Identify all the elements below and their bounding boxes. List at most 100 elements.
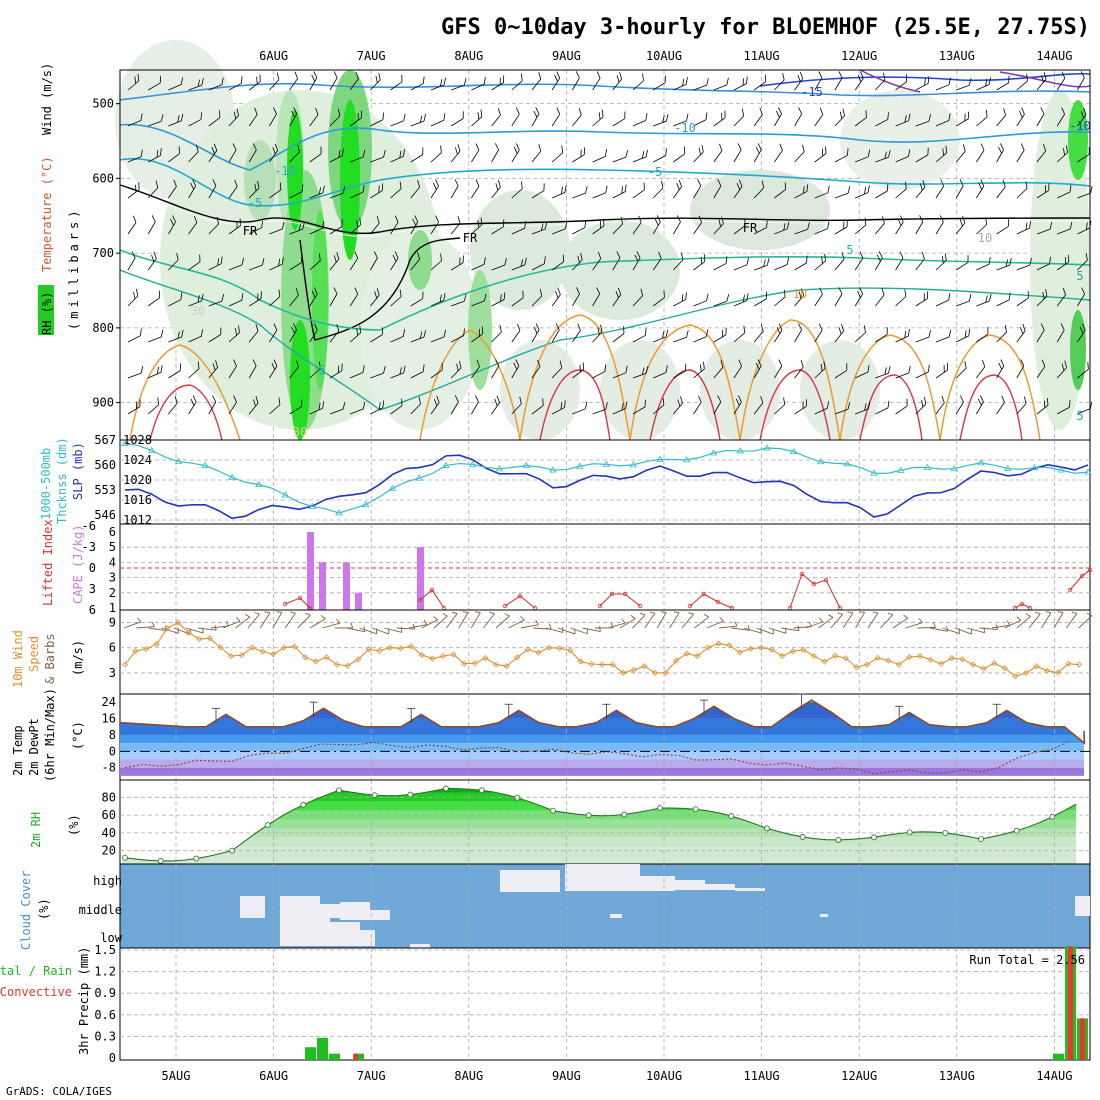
barb-flag (257, 293, 259, 301)
barb-flag (919, 215, 924, 223)
wind-barb (127, 251, 136, 271)
barb-flag (663, 290, 665, 298)
precip-convective-bar (1068, 946, 1073, 1060)
barb-shaft (572, 227, 586, 235)
wind10m-barb (719, 621, 738, 629)
wind10m-speed-point (842, 655, 849, 662)
barb-flag (278, 289, 281, 297)
slp-tick-label: 1016 (123, 493, 152, 507)
wind-barb (834, 324, 845, 343)
barb-flag (838, 287, 843, 295)
barb-shaft (956, 84, 970, 91)
barb-shaft (673, 336, 687, 343)
wind-barb (1056, 107, 1065, 127)
upper-ylabel-wind: Wind (m/s) (40, 63, 54, 135)
wind-barb (410, 330, 427, 343)
barb-shaft (450, 401, 459, 415)
barb-flag (878, 251, 883, 259)
barb-flag (451, 611, 458, 615)
barb-flag (131, 251, 136, 259)
barb-shaft (1036, 263, 1050, 271)
barb-flag (160, 365, 163, 373)
wind10m-barb (1078, 613, 1093, 629)
barb-shaft (390, 120, 404, 127)
barb-shaft (673, 403, 683, 415)
thickness-point (736, 447, 744, 454)
barb-flag (948, 292, 951, 301)
barb-shaft (1077, 369, 1089, 379)
barb-flag (181, 330, 184, 338)
barb-flag (399, 289, 402, 297)
rh2m-point (764, 825, 770, 832)
barb-flag (201, 78, 204, 86)
barb-flag (483, 257, 486, 265)
barb-flag (782, 72, 785, 81)
cape-label: CAPE (J/kg) (71, 525, 85, 604)
barb-shaft (713, 117, 726, 127)
wind10m-barb (656, 611, 667, 629)
precip-total-bar (317, 1037, 328, 1060)
barb-flag (665, 329, 669, 337)
wind-barb (390, 329, 406, 343)
barb-flag (904, 115, 907, 123)
barb-flag (948, 77, 951, 85)
barb-flag (872, 611, 879, 614)
wind-barb (794, 399, 807, 415)
pressure-tick-label: 700 (92, 246, 114, 260)
barb-flag (1089, 401, 1093, 409)
wind-barb (491, 180, 501, 199)
barb-shaft (733, 83, 747, 91)
barb-flag (403, 329, 406, 337)
barb-flag (480, 217, 483, 225)
wind-barb (814, 146, 827, 163)
contour-label: 5 (1076, 269, 1083, 283)
barb-shaft (854, 224, 867, 235)
barb-shaft (834, 77, 843, 91)
barb-flag (1060, 323, 1065, 331)
barb-flag (533, 326, 538, 334)
wind-barb (1077, 186, 1093, 199)
thickness-point (1004, 464, 1012, 471)
barb-flag (980, 143, 985, 151)
barb-flag (291, 326, 295, 334)
barb-flag (318, 187, 322, 195)
wind-barb (895, 289, 907, 307)
wind-barb (855, 149, 871, 163)
barb-flag (475, 143, 480, 151)
barb-flag (475, 611, 481, 613)
temp-band (120, 734, 1085, 744)
barb-shaft (168, 299, 182, 307)
wind-barb (1036, 222, 1053, 235)
precip-total-bar (329, 1053, 340, 1060)
wind-barb (289, 222, 305, 235)
wind-barb (915, 252, 925, 271)
rh2m-unit: (%) (67, 814, 81, 836)
barb-shaft (309, 260, 321, 271)
barb-shaft (1016, 80, 1028, 91)
barb-flag (940, 179, 945, 187)
wind-barb (127, 328, 142, 343)
barb-shaft (834, 155, 848, 163)
wind-barb (693, 179, 702, 199)
barb-shaft (652, 221, 661, 235)
barb-shaft (551, 113, 561, 127)
barb-flag (401, 74, 403, 82)
barb-flag (133, 291, 136, 299)
wind10m-speed-point (800, 646, 807, 653)
barb-shaft (450, 118, 464, 127)
barb-shaft (390, 335, 404, 343)
rh2m-point (157, 858, 164, 864)
barb-shaft (329, 370, 343, 379)
barb-flag (537, 359, 541, 367)
wind-barb (329, 363, 343, 379)
wind-barb (572, 401, 588, 415)
wind-barb (713, 294, 730, 307)
precip-panel: 1.51.20.90.60.30 Run Total = 2.56 Total … (0, 943, 1091, 1065)
barb-shaft (1016, 365, 1025, 379)
wind-barb (652, 215, 661, 235)
wind-barb (612, 326, 625, 343)
barb-shaft (979, 627, 998, 631)
barb-flag (1025, 181, 1028, 189)
barb-shaft (349, 257, 359, 271)
barb-shaft (753, 187, 765, 199)
